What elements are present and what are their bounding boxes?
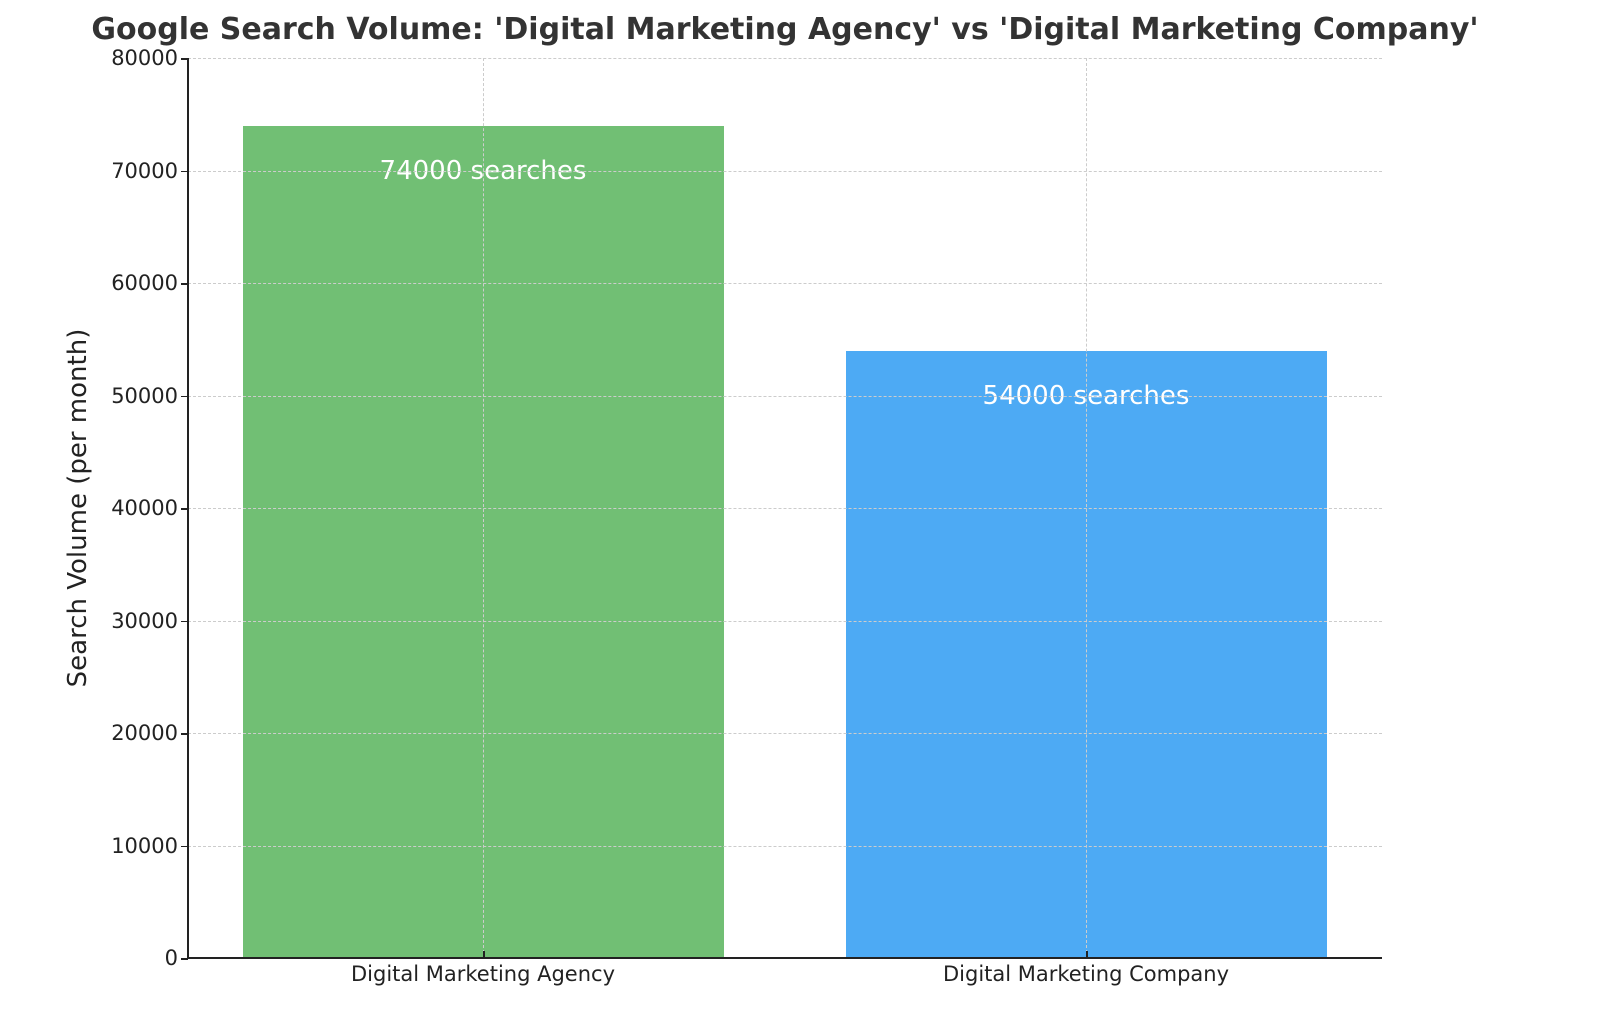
y-tick-mark: [181, 283, 188, 285]
x-tick-mark: [1086, 951, 1088, 958]
y-tick-label: 20000: [111, 721, 178, 745]
y-tick-mark: [181, 845, 188, 847]
y-tick-mark: [181, 620, 188, 622]
y-tick-mark: [181, 58, 188, 60]
gridline-y: [188, 845, 1382, 847]
gridline-x: [483, 58, 484, 958]
y-tick-label: 50000: [111, 383, 178, 408]
x-tick-label: Digital Marketing Agency: [350, 962, 616, 986]
x-tick-label: Digital Marketing Company: [942, 962, 1230, 986]
gridline-y: [188, 733, 1382, 734]
gridline-y: [188, 620, 1382, 622]
x-tick-mark: [483, 951, 485, 958]
gridline-y: [188, 395, 1382, 397]
gridline-y: [188, 58, 1382, 59]
y-tick-mark: [181, 733, 188, 735]
gridline-y: [188, 170, 1382, 172]
y-tick-mark: [181, 395, 188, 397]
gridline-y: [188, 508, 1382, 509]
y-tick-mark: [181, 508, 188, 510]
y-axis-line: [187, 58, 189, 959]
gridline-x: [1086, 58, 1087, 958]
y-tick-mark: [181, 170, 188, 172]
y-tick-label: 30000: [111, 608, 178, 633]
y-tick-label: 40000: [111, 496, 178, 520]
x-axis-line: [187, 957, 1382, 959]
y-axis-title: Search Volume (per month): [63, 328, 93, 688]
plot-area: 74000 searches 54000 searches: [188, 58, 1382, 958]
y-tick-label: 60000: [111, 271, 178, 295]
y-tick-label: 0: [164, 946, 178, 970]
y-tick-mark: [181, 958, 188, 960]
y-tick-label: 80000: [111, 46, 178, 70]
chart-title: Google Search Volume: 'Digital Marketing…: [91, 12, 1479, 47]
y-tick-label: 10000: [111, 833, 178, 858]
y-tick-label: 70000: [111, 158, 178, 183]
gridline-y: [188, 283, 1382, 284]
